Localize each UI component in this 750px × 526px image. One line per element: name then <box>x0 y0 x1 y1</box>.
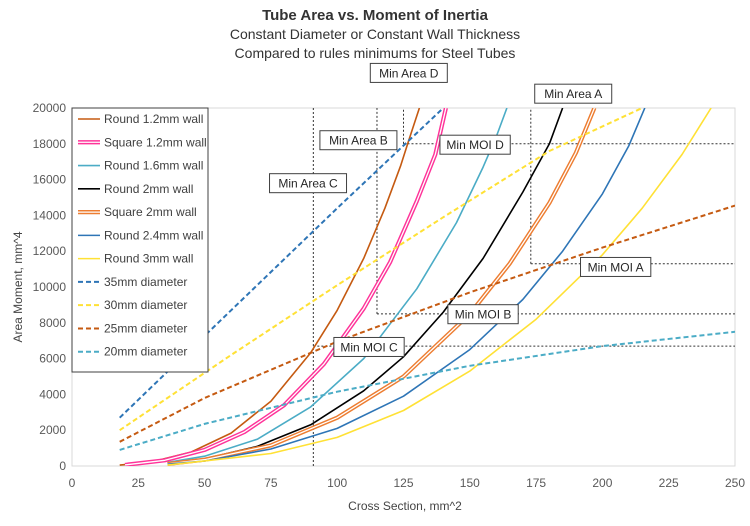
y-tick-label-12000: 12000 <box>33 244 67 258</box>
callout-box-min-area-c <box>269 173 348 194</box>
legend-label-square-2mm-wall: Square 2mm wall <box>104 205 197 219</box>
x-tick-label-0: 0 <box>69 476 76 490</box>
x-tick-label-100: 100 <box>327 476 347 490</box>
y-tick-label-20000: 20000 <box>33 101 67 115</box>
callout-label-min-area-b: Min Area B <box>329 134 388 148</box>
series-line-25mm-diameter <box>119 204 735 443</box>
series-line-30mm-diameter <box>119 108 643 432</box>
x-tick-label-150: 150 <box>460 476 480 490</box>
reference-lines-group <box>312 108 735 466</box>
legend-label-square-1-2mm-wall: Square 1.2mm wall <box>104 135 207 149</box>
callout-box-min-area-d <box>369 62 448 83</box>
x-tick-label-75: 75 <box>264 476 278 490</box>
axes-group: 0 25 50 75 100 125 150 175 200 225 250 0 2000 4000 600… <box>33 101 746 490</box>
callout-box-min-area-b <box>319 130 398 151</box>
callout-box-min-moi-d <box>439 134 511 155</box>
y-tick-label-16000: 16000 <box>33 173 67 187</box>
x-tick-label-50: 50 <box>198 476 212 490</box>
y-axis-label: Area Moment, mm^4 <box>11 231 25 342</box>
y-tick-label-14000: 14000 <box>33 208 67 222</box>
legend-label-30mm-diameter: 30mm diameter <box>104 298 187 312</box>
y-tick-label-8000: 8000 <box>39 316 66 330</box>
x-tick-label-200: 200 <box>592 476 612 490</box>
x-tick-label-25: 25 <box>132 476 146 490</box>
y-tick-label-4000: 4000 <box>39 387 66 401</box>
legend-label-round-1-6mm-wall: Round 1.6mm wall <box>104 159 203 173</box>
legend-label-35mm-diameter: 35mm diameter <box>104 275 187 289</box>
legend-label-round-2mm-wall: Round 2mm wall <box>104 182 193 196</box>
series-line-round-3mm-wall <box>167 108 712 466</box>
callout-label-min-moi-d: Min MOI D <box>446 138 504 152</box>
x-tick-label-250: 250 <box>725 476 745 490</box>
chart-title: Tube Area vs. Moment of Inertia <box>262 7 489 24</box>
x-tick-label-175: 175 <box>526 476 546 490</box>
series-line-round-2-4mm-wall <box>167 108 646 465</box>
legend-label-round-1-2mm-wall: Round 1.2mm wall <box>104 112 203 126</box>
callout-box-min-moi-a <box>580 256 652 277</box>
series-line-inner-square-2mm-wall <box>167 108 596 465</box>
y-tick-label-10000: 10000 <box>33 280 67 294</box>
chart-subtitle-2: Compared to rules minimums for Steel Tub… <box>235 45 516 61</box>
callout-box-min-moi-c <box>333 336 405 357</box>
series-line-35mm-diameter <box>119 108 444 419</box>
legend-label-20mm-diameter: 20mm diameter <box>104 345 187 359</box>
callout-label-min-area-a: Min Area A <box>544 87 602 101</box>
x-axis-label: Cross Section, mm^2 <box>348 499 462 513</box>
series-line-inner-square-1-2mm-wall <box>124 108 447 466</box>
series-group <box>119 108 735 466</box>
callout-label-min-area-d: Min Area D <box>379 66 439 80</box>
callout-box-min-moi-b <box>447 304 519 325</box>
callout-box-min-area-a <box>534 83 613 104</box>
callout-label-min-moi-b: Min MOI B <box>455 308 512 322</box>
y-tick-label-18000: 18000 <box>33 137 67 151</box>
y-tick-label-0: 0 <box>59 459 66 473</box>
chart-subtitle-1: Constant Diameter or Constant Wall Thick… <box>230 26 520 42</box>
callout-label-min-area-c: Min Area C <box>278 177 338 191</box>
callout-label-min-moi-a: Min MOI A <box>588 260 644 274</box>
x-tick-label-225: 225 <box>659 476 679 490</box>
series-line-20mm-diameter <box>119 330 735 451</box>
y-tick-label-6000: 6000 <box>39 352 66 366</box>
y-tick-label-2000: 2000 <box>39 423 66 437</box>
x-tick-label-125: 125 <box>393 476 413 490</box>
callouts-group: Min Area A Min Area B Min Area C Min Area D… <box>269 62 652 357</box>
callout-label-min-moi-c: Min MOI C <box>340 340 398 354</box>
legend: Round 1.2mm wall Square 1.2mm wall Round 1… <box>71 107 209 373</box>
legend-label-round-3mm-wall: Round 3mm wall <box>104 252 193 266</box>
legend-label-25mm-diameter: 25mm diameter <box>104 321 187 335</box>
legend-label-round-2-4mm-wall: Round 2.4mm wall <box>104 228 203 242</box>
